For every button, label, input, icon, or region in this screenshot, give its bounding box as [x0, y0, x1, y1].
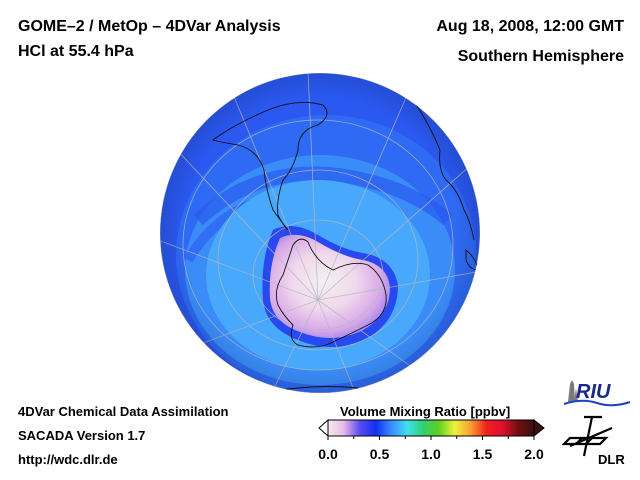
footer-link[interactable]: http://wdc.dlr.de	[18, 452, 118, 467]
datetime-label: Aug 18, 2008, 12:00 GMT	[436, 18, 624, 35]
colorbar-extend-max	[533, 419, 545, 438]
dlr-text: DLR	[598, 452, 625, 467]
new-zealand	[186, 354, 214, 364]
colorbar-tick-label: 1.5	[473, 446, 493, 462]
riu-logo: RIU	[563, 380, 631, 407]
colorbar-tick-label: 1.0	[421, 446, 441, 462]
colorbar: 0.0 0.5 1.0 1.5 2.0	[318, 419, 545, 462]
dlr-logo: DLR	[562, 415, 625, 467]
map-title: GOME–2 / MetOp – 4DVar Analysis	[18, 18, 281, 35]
colorbar-ticks: 0.0 0.5 1.0 1.5 2.0	[318, 436, 544, 462]
colorbar-bar	[327, 419, 535, 437]
map-subtitle: HCl at 55.4 hPa	[18, 43, 134, 60]
cathedral-icon	[568, 380, 575, 402]
colorbar-tick-label: 0.5	[370, 446, 390, 462]
colorbar-extend-min	[318, 419, 329, 438]
colorbar-tick-label: 0.0	[318, 446, 338, 462]
dlr-emblem-icon	[562, 415, 613, 457]
globe-shading	[160, 73, 480, 393]
river-icon	[563, 399, 631, 407]
hemisphere-label: Southern Hemisphere	[457, 48, 624, 65]
colorbar-tick-label: 2.0	[524, 446, 544, 462]
riu-text: RIU	[576, 381, 611, 403]
footer-line-1: 4DVar Chemical Data Assimilation	[18, 404, 229, 419]
footer-line-2: SACADA Version 1.7	[18, 428, 146, 443]
globe-map	[160, 73, 480, 393]
colorbar-title: Volume Mixing Ratio [ppbv]	[340, 404, 511, 419]
